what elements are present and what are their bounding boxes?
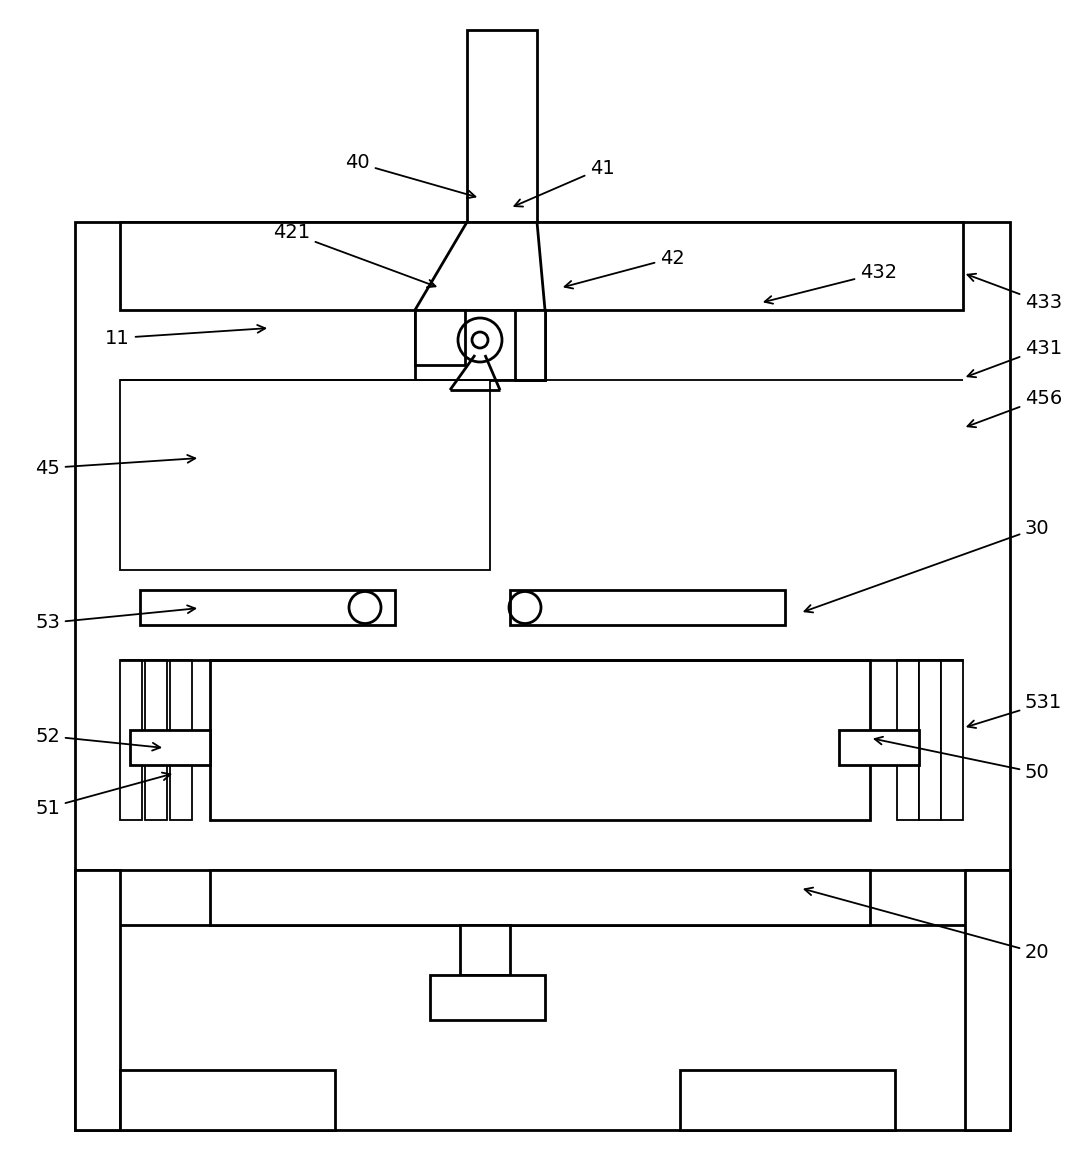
Bar	[75, 870, 1010, 925]
Bar	[516, 310, 545, 380]
Text: 433: 433	[967, 273, 1062, 313]
Text: 531: 531	[967, 694, 1062, 728]
Bar	[145, 660, 167, 820]
Bar	[941, 660, 963, 820]
Bar	[120, 1070, 335, 1129]
Text: 45: 45	[35, 456, 195, 478]
Text: 51: 51	[35, 772, 170, 818]
Bar	[897, 660, 919, 820]
Text: 20: 20	[805, 888, 1049, 962]
Text: 42: 42	[564, 249, 684, 288]
Bar	[210, 660, 870, 820]
Bar	[919, 660, 941, 820]
Text: 52: 52	[35, 726, 160, 751]
Text: 432: 432	[765, 264, 897, 304]
Text: 11: 11	[105, 325, 265, 348]
Bar	[75, 222, 1010, 1129]
Text: 40: 40	[345, 153, 475, 199]
Bar	[965, 870, 1010, 1129]
Text: 50: 50	[875, 737, 1049, 783]
Bar	[415, 310, 465, 364]
Bar	[120, 222, 963, 310]
Bar	[210, 870, 870, 925]
Bar	[415, 310, 545, 380]
Bar	[120, 660, 142, 820]
Text: 30: 30	[805, 519, 1049, 612]
Bar	[510, 590, 785, 625]
Bar	[120, 380, 490, 570]
Bar	[130, 730, 210, 765]
Bar	[467, 30, 537, 222]
Bar	[839, 730, 919, 765]
Bar	[460, 925, 510, 975]
Text: 41: 41	[514, 159, 615, 207]
Text: 456: 456	[967, 389, 1062, 427]
Bar	[430, 975, 545, 1020]
Bar	[140, 590, 395, 625]
Bar	[680, 1070, 895, 1129]
Text: 421: 421	[273, 223, 435, 287]
Bar	[75, 870, 120, 1129]
Text: 431: 431	[967, 339, 1062, 377]
Text: 53: 53	[35, 605, 195, 633]
Bar	[170, 660, 192, 820]
